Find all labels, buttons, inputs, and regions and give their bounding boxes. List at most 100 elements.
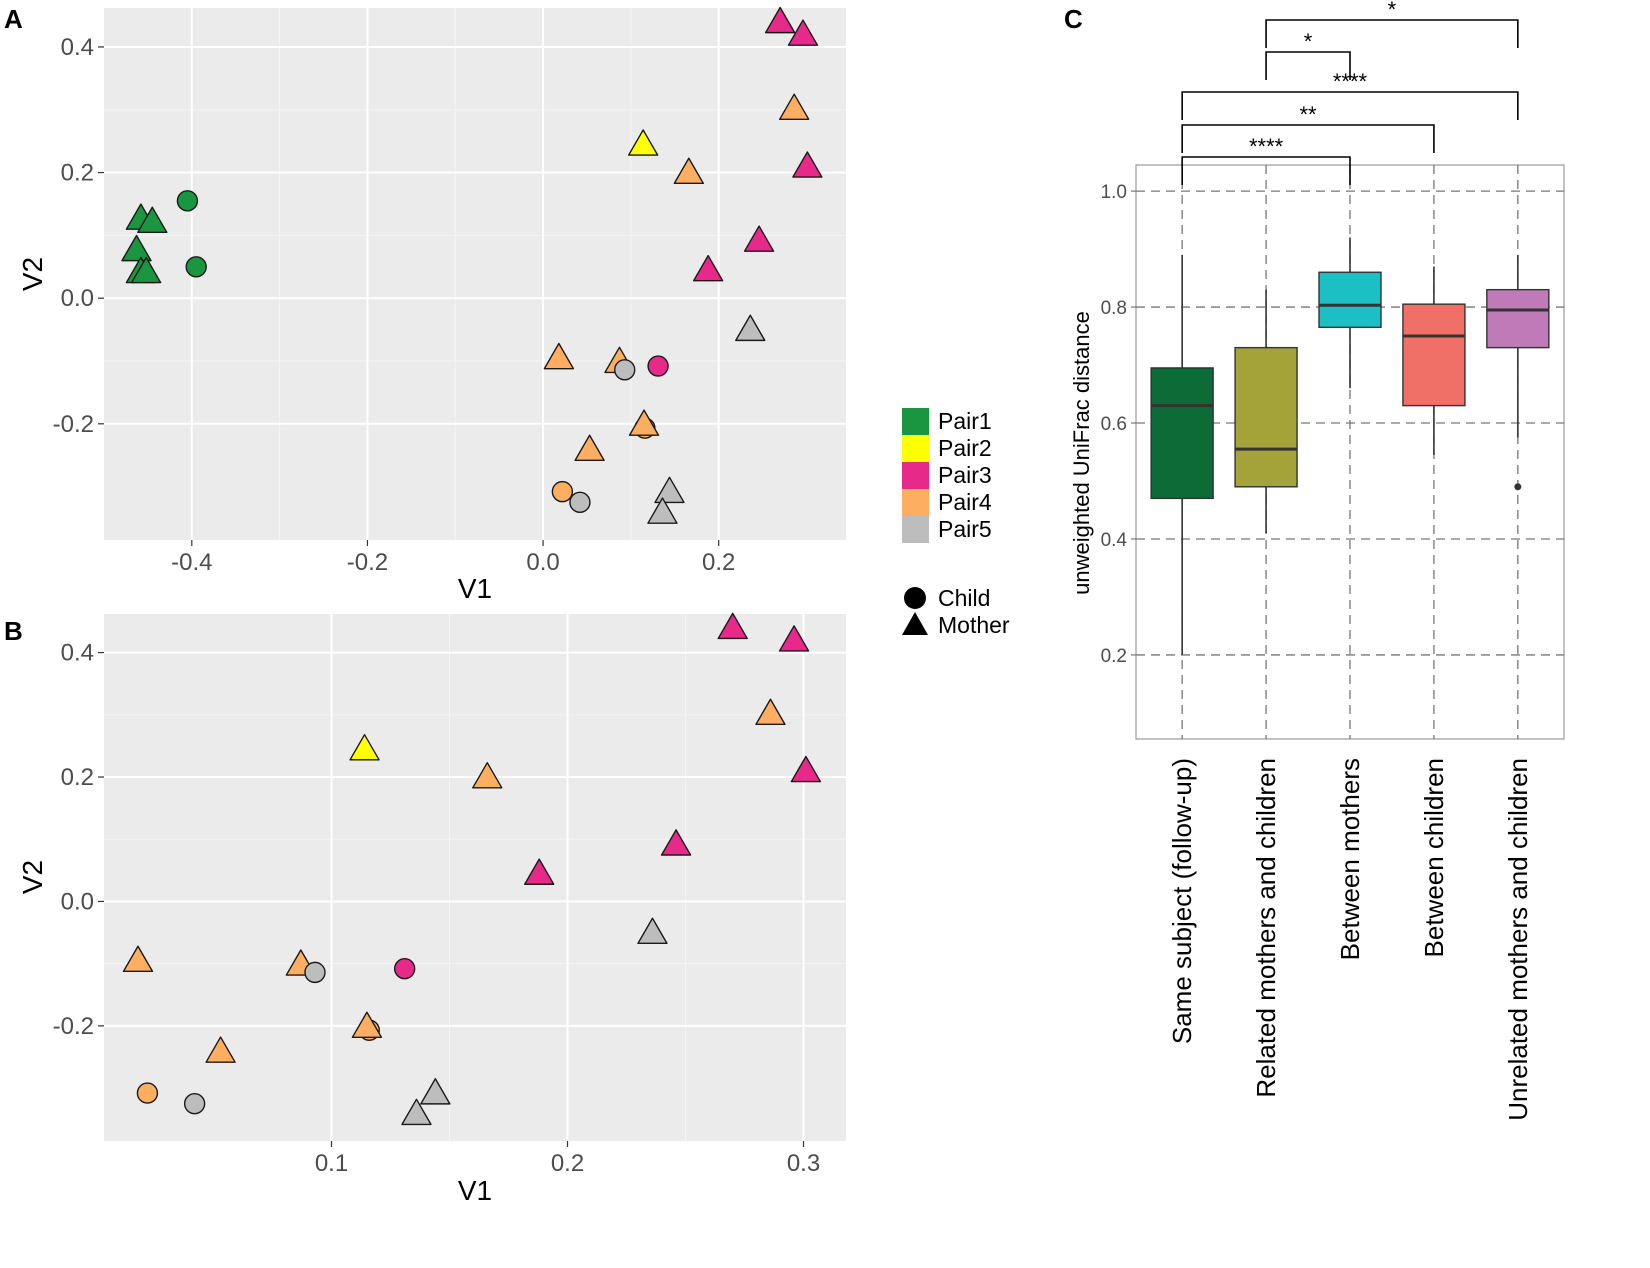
y-tick-label: 0.8 — [1101, 298, 1127, 319]
significance-bracket — [1181, 91, 1519, 120]
significance-bracket — [1181, 156, 1351, 185]
y-tick-label: 0.4 — [61, 34, 94, 61]
significance-label: * — [1304, 29, 1313, 54]
point-mother-pair5 — [401, 1098, 432, 1126]
x-tick-label: 0.2 — [702, 549, 735, 576]
panel-a-points — [121, 6, 823, 524]
x-tick-label: -0.2 — [347, 549, 388, 576]
panel-letter-b: B — [4, 616, 23, 646]
legend-label-pair2: Pair2 — [938, 435, 992, 461]
outlier-point — [1514, 483, 1522, 491]
x-tick-label: 0.1 — [315, 1150, 348, 1177]
legend-swatch-pair5 — [902, 516, 929, 543]
point-mother-pair3 — [790, 755, 822, 783]
panel-b-x-title: V1 — [458, 1175, 492, 1206]
point-mother-pair5 — [735, 314, 766, 342]
point-mother-pair5 — [654, 476, 685, 504]
significance-bracket — [1265, 51, 1351, 80]
panel-c-significance: ************ — [1181, 0, 1519, 185]
y-tick-label: 0.2 — [1101, 646, 1127, 667]
point-child-pair3 — [393, 957, 416, 980]
panel-b-points — [122, 612, 822, 1126]
panel-c-boxes — [1150, 237, 1550, 655]
point-mother-pair4 — [472, 761, 503, 789]
point-mother-pair1 — [130, 256, 162, 284]
point-mother-pair4 — [351, 1011, 383, 1038]
legend-label-pair3: Pair3 — [938, 462, 992, 488]
point-child-pair4 — [551, 480, 574, 503]
legend-label-pair5: Pair5 — [938, 516, 992, 542]
point-child-pair1 — [176, 190, 199, 212]
box-4 — [1402, 303, 1466, 407]
point-mother-pair3 — [787, 19, 819, 46]
x-tick-label: 0.3 — [787, 1150, 820, 1177]
x-tick-label: 0.2 — [551, 1150, 584, 1177]
panel-a-x-title: V1 — [458, 573, 492, 604]
panel-c-y-ticks: 0.2 0.4 0.6 0.8 1.0 — [1101, 182, 1136, 667]
point-child-pair4 — [136, 1082, 159, 1104]
point-mother-pair4 — [205, 1036, 236, 1063]
point-mother-pair1 — [137, 206, 168, 234]
panel-b-x-ticks: 0.1 0.2 0.3 — [315, 1141, 820, 1177]
point-mother-pair4 — [543, 342, 575, 370]
scatter-panel-b: 0.1 0.2 0.3 -0.2 0.0 0.2 0.4 V1 V2 — [17, 612, 846, 1206]
x-tick-label: -0.4 — [171, 549, 212, 576]
panel-letter-a: A — [4, 4, 23, 34]
point-mother-pair4 — [673, 157, 705, 185]
point-mother-pair3 — [743, 225, 775, 252]
panel-b-y-ticks: -0.2 0.0 0.2 0.4 — [53, 640, 104, 1040]
point-mother-pair2 — [627, 129, 659, 156]
y-tick-label: -0.2 — [53, 1013, 94, 1040]
legend-label-mother: Mother — [938, 612, 1010, 638]
point-mother-pair3 — [792, 151, 823, 178]
legend-label-child: Child — [938, 585, 990, 611]
y-tick-label: 0.2 — [61, 160, 94, 187]
point-mother-pair4 — [122, 945, 154, 973]
legend-label-pair4: Pair4 — [938, 489, 992, 515]
point-mother-pair2 — [349, 733, 380, 761]
box-panel-c: 0.2 0.4 0.6 0.8 1.0 Same subject (follow-up)… — [1069, 0, 1565, 1121]
panel-a-grid — [104, 8, 846, 540]
point-child-pair5 — [569, 491, 591, 514]
significance-bracket — [1181, 124, 1435, 153]
legend-swatch-pair2 — [902, 435, 929, 462]
significance-label: **** — [1249, 134, 1284, 159]
y-tick-label: -0.2 — [53, 411, 94, 438]
significance-label: ** — [1299, 102, 1317, 127]
y-tick-label: 1.0 — [1101, 182, 1127, 203]
y-tick-label: 0.0 — [61, 888, 94, 915]
legend-label-pair1: Pair1 — [938, 408, 992, 434]
box-2 — [1234, 346, 1298, 488]
y-tick-label: 0.0 — [61, 285, 94, 312]
panel-letter-c: C — [1064, 4, 1083, 34]
point-mother-pair3 — [778, 625, 810, 652]
category-label-5: Unrelated mothers and children — [1503, 758, 1533, 1121]
point-child-pair5 — [304, 961, 326, 984]
point-mother-pair3 — [764, 6, 796, 34]
panel-c-category-labels: Same subject (follow-up) Related mothers … — [1167, 758, 1533, 1121]
y-tick-label: 0.4 — [1101, 530, 1128, 551]
y-tick-label: 0.6 — [1101, 414, 1127, 435]
panel-a-background — [104, 8, 846, 540]
panel-b-y-title: V2 — [17, 860, 48, 894]
legend-swatch-pair3 — [902, 462, 929, 489]
point-mother-pair1 — [121, 234, 152, 262]
category-label-4: Between children — [1419, 758, 1449, 957]
point-mother-pair4 — [574, 434, 605, 462]
point-child-pair5 — [183, 1092, 206, 1115]
x-tick-label: 0.0 — [526, 549, 559, 576]
significance-bracket — [1265, 19, 1519, 48]
point-mother-pair3 — [660, 829, 692, 856]
panel-b-grid — [104, 614, 846, 1141]
point-mother-pair5 — [420, 1078, 451, 1105]
point-mother-pair5 — [647, 497, 678, 524]
legend-swatch-pair4 — [902, 489, 929, 516]
legend-shape-child — [904, 587, 926, 609]
point-child-pair3 — [647, 355, 669, 377]
panel-a-y-title: V2 — [17, 257, 48, 291]
point-mother-pair4 — [778, 93, 810, 120]
point-mother-pair5 — [637, 917, 668, 945]
scatter-panel-a: -0.4 -0.2 0.0 0.2 -0.2 0.0 0.2 0.4 V1 V2 — [17, 6, 846, 604]
